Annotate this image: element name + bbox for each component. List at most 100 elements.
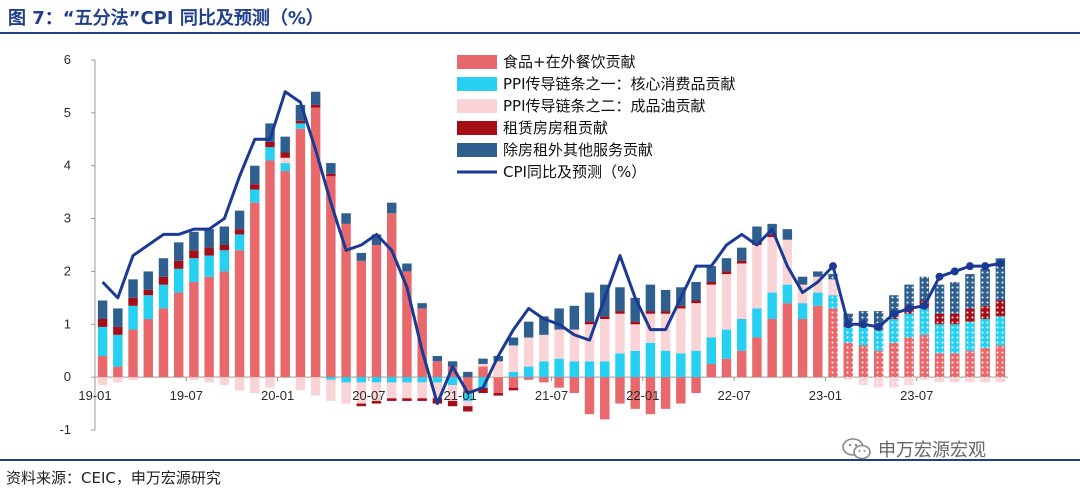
bar-core [767,292,777,319]
bar-services [326,163,336,174]
bar-oil [523,337,534,367]
bar-core [676,353,686,378]
bar-food [569,377,580,393]
bar-rent [980,305,990,319]
bar-rent [113,326,123,335]
bar-rent [387,398,397,401]
bar-core [158,284,169,309]
bar-oil [584,324,595,362]
bar-rent [371,400,382,404]
bar-food [341,223,351,378]
bar-oil [204,377,214,383]
bar-oil [113,377,123,383]
bar-rent [234,229,245,235]
cpi-forecast-marker [981,262,990,271]
top-rule [0,32,1080,34]
x-tick-label: 21-07 [535,388,568,403]
bar-food [539,377,549,383]
bar-core [904,313,914,338]
bar-core [295,123,306,129]
bar-core [828,295,838,309]
bar-rent [310,104,321,108]
bar-oil [447,385,458,401]
bar-services [995,258,1006,301]
bar-core [173,268,184,293]
bar-services [219,226,230,245]
bar-food [417,308,427,378]
x-tick-label: 19-07 [170,388,203,403]
bar-services [341,213,351,224]
bar-oil [310,377,321,396]
bar-services [250,165,260,185]
y-tick-label: 5 [64,105,71,120]
y-tick-label: 4 [64,158,71,173]
legend-label-rent: 租赁房房租贡献 [503,119,608,137]
cpi-forecast-marker [965,262,974,271]
bar-services [447,361,458,367]
bar-core [600,361,610,378]
bar-core [143,295,153,319]
bar-core [919,308,930,335]
bar-services [630,297,640,322]
bar-rent [204,247,214,256]
bar-services [965,274,975,309]
bar-rent [508,387,519,391]
bar-food [813,305,823,378]
bar-rent [219,245,230,251]
axis-layer [91,59,1008,431]
bar-services [615,287,625,312]
bar-oil [432,382,443,399]
bar-food [295,128,306,378]
bar-food [721,358,732,378]
bar-rent [97,319,108,327]
bar-food [645,377,656,415]
bar-food [493,377,503,393]
bar-services [950,282,960,314]
bar-core [691,350,701,378]
bar-core [417,377,427,383]
bar-rent [660,311,671,314]
bar-services [478,358,488,364]
bar-rent [158,276,169,285]
bar-services [310,91,321,105]
x-tick-label: 21-01 [444,388,477,403]
bar-core [463,393,473,401]
bar-oil [371,382,382,401]
bar-food [843,342,853,378]
bar-oil [569,329,580,362]
bar-services [721,258,732,272]
bar-core [113,334,123,367]
bar-services [660,289,671,312]
legend-label-line: CPI同比及预测（%） [503,163,646,181]
bar-core [630,350,640,378]
bar-food [691,377,701,393]
bar-core [554,358,564,378]
bar-oil [950,377,960,383]
bar-core [615,353,625,378]
bar-food [873,350,884,378]
bar-services [432,356,443,362]
bar-oil [402,382,412,399]
bar-food [630,377,640,409]
bar-core [508,371,519,378]
y-tick-label: 2 [64,263,71,278]
bar-rent [965,308,975,322]
watermark: 申万宏源宏观 [842,436,986,462]
bar-rent [295,120,306,124]
bar-services [295,104,306,121]
bar-services [752,226,762,243]
bar-services [797,276,808,285]
bar-core [858,326,869,346]
bar-oil [463,400,473,407]
bar-services [782,229,793,240]
bar-core [843,326,853,343]
y-tick-label: 0 [64,369,71,384]
bar-services [173,242,184,261]
bar-food [615,377,625,404]
bar-oil [600,319,610,362]
y-tick-label: 1 [64,316,71,331]
bar-services [904,284,914,306]
y-tick-label: -1 [59,422,71,437]
bar-oil [919,377,930,380]
bar-services [417,303,427,309]
